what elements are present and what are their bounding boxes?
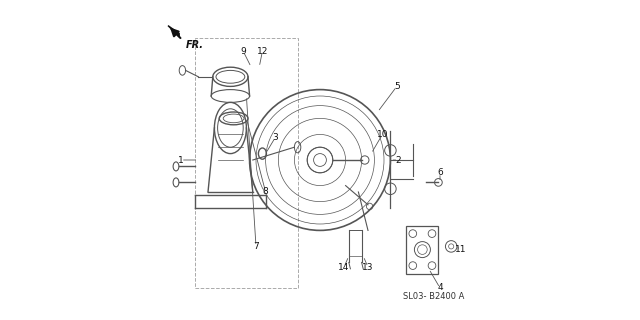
Text: 5: 5: [394, 82, 399, 91]
Text: 9: 9: [241, 47, 246, 56]
Text: 7: 7: [253, 242, 259, 251]
Text: FR.: FR.: [186, 40, 204, 50]
Text: 4: 4: [437, 284, 443, 292]
Text: 1: 1: [178, 156, 184, 164]
Bar: [406, 226, 438, 274]
Text: 8: 8: [263, 188, 268, 196]
Text: 12: 12: [257, 47, 268, 56]
Text: 2: 2: [396, 156, 401, 164]
Text: SL03- B2400 A: SL03- B2400 A: [403, 292, 464, 301]
Text: 6: 6: [437, 168, 443, 177]
Text: 13: 13: [362, 263, 374, 272]
Text: 10: 10: [377, 130, 388, 139]
Text: 3: 3: [273, 133, 278, 142]
Polygon shape: [168, 26, 179, 37]
Text: 14: 14: [339, 263, 349, 272]
Bar: [195, 38, 298, 288]
Text: 11: 11: [455, 245, 467, 254]
